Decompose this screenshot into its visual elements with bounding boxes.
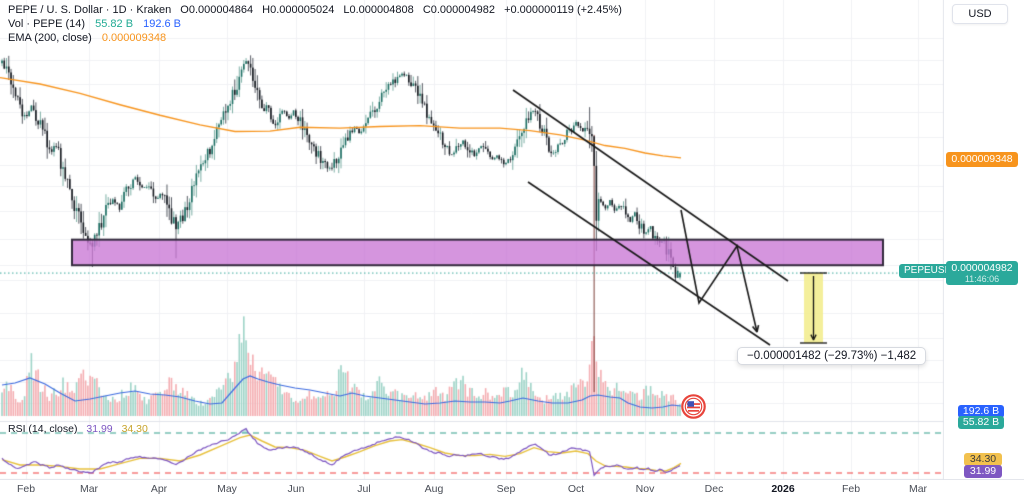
time-scale[interactable]: Feb Mar Apr May Jun Jul Aug Sep Oct Nov Dec 2026 Feb… bbox=[0, 480, 1024, 498]
measure-tooltip: −0.000001482 (−29.73%) −1,482 bbox=[737, 347, 927, 365]
price-scale[interactable] bbox=[944, 0, 1024, 479]
last-price-badge: 0.000004982 11:46:06 bbox=[946, 261, 1018, 285]
rsi-ma-badge: 34.30 bbox=[964, 452, 1002, 466]
symbol-title[interactable]: PEPE / U. S. Dollar · 1D · Kraken bbox=[8, 4, 172, 16]
rsi-value: 31.99 bbox=[86, 423, 113, 435]
time-tick: Jul bbox=[357, 483, 371, 495]
volume-value-badge: 55.82 B bbox=[958, 415, 1004, 429]
change-value: +0.000000119 (+2.45%) bbox=[504, 4, 622, 16]
volume-ma-badge: 192.6 B bbox=[958, 404, 1004, 418]
time-tick: 2026 bbox=[771, 483, 795, 495]
currency-unit-button[interactable]: USD bbox=[952, 4, 1008, 24]
time-tick: Jun bbox=[287, 483, 305, 495]
ema-value: 0.000009348 bbox=[101, 32, 167, 44]
time-tick: Feb bbox=[16, 483, 36, 495]
time-tick: Mar bbox=[908, 483, 928, 495]
ema-indicator-title[interactable]: EMA (200, close) bbox=[8, 32, 92, 44]
rsi-ma-value: 34.30 bbox=[121, 423, 148, 435]
ema-row: EMA (200, close) 0.000009348 bbox=[8, 31, 622, 45]
volume-value: 55.82 B bbox=[95, 18, 134, 30]
time-tick: May bbox=[217, 483, 237, 495]
time-tick: Nov bbox=[635, 483, 655, 495]
high-value: H0.000005024 bbox=[262, 4, 335, 16]
time-tick: Mar bbox=[79, 483, 99, 495]
rsi-legend: RSI (14, close) 31.99 34.30 bbox=[8, 423, 148, 435]
time-tick: Feb bbox=[841, 483, 861, 495]
last-price-value: 0.000004982 bbox=[951, 262, 1013, 274]
volume-ma-value: 192.6 B bbox=[143, 18, 182, 30]
time-tick: Apr bbox=[150, 483, 168, 495]
volume-indicator-title[interactable]: Vol · PEPE (14) bbox=[8, 18, 86, 30]
ema-price-badge: 0.000009348 bbox=[946, 151, 1018, 167]
symbol-row: PEPE / U. S. Dollar · 1D · Kraken O0.000… bbox=[8, 3, 622, 17]
symbol-price-badge: PEPEUSD bbox=[899, 264, 957, 278]
rsi-indicator-title[interactable]: RSI (14, close) bbox=[8, 423, 78, 435]
time-tick: Dec bbox=[704, 483, 724, 495]
symbol-legend: PEPE / U. S. Dollar · 1D · Kraken O0.000… bbox=[8, 3, 622, 45]
bar-countdown: 11:46:06 bbox=[964, 274, 1000, 284]
usa-flag-sticker[interactable] bbox=[681, 394, 706, 419]
volume-row: Vol · PEPE (14) 55.82 B 192.6 B bbox=[8, 17, 622, 31]
time-tick: Sep bbox=[496, 483, 516, 495]
time-tick: Oct bbox=[567, 483, 585, 495]
low-value: L0.000004808 bbox=[343, 4, 414, 16]
open-value: O0.000004864 bbox=[180, 4, 254, 16]
close-value: C0.000004982 bbox=[422, 4, 495, 16]
time-tick: Aug bbox=[424, 483, 444, 495]
rsi-value-badge: 31.99 bbox=[964, 464, 1002, 478]
